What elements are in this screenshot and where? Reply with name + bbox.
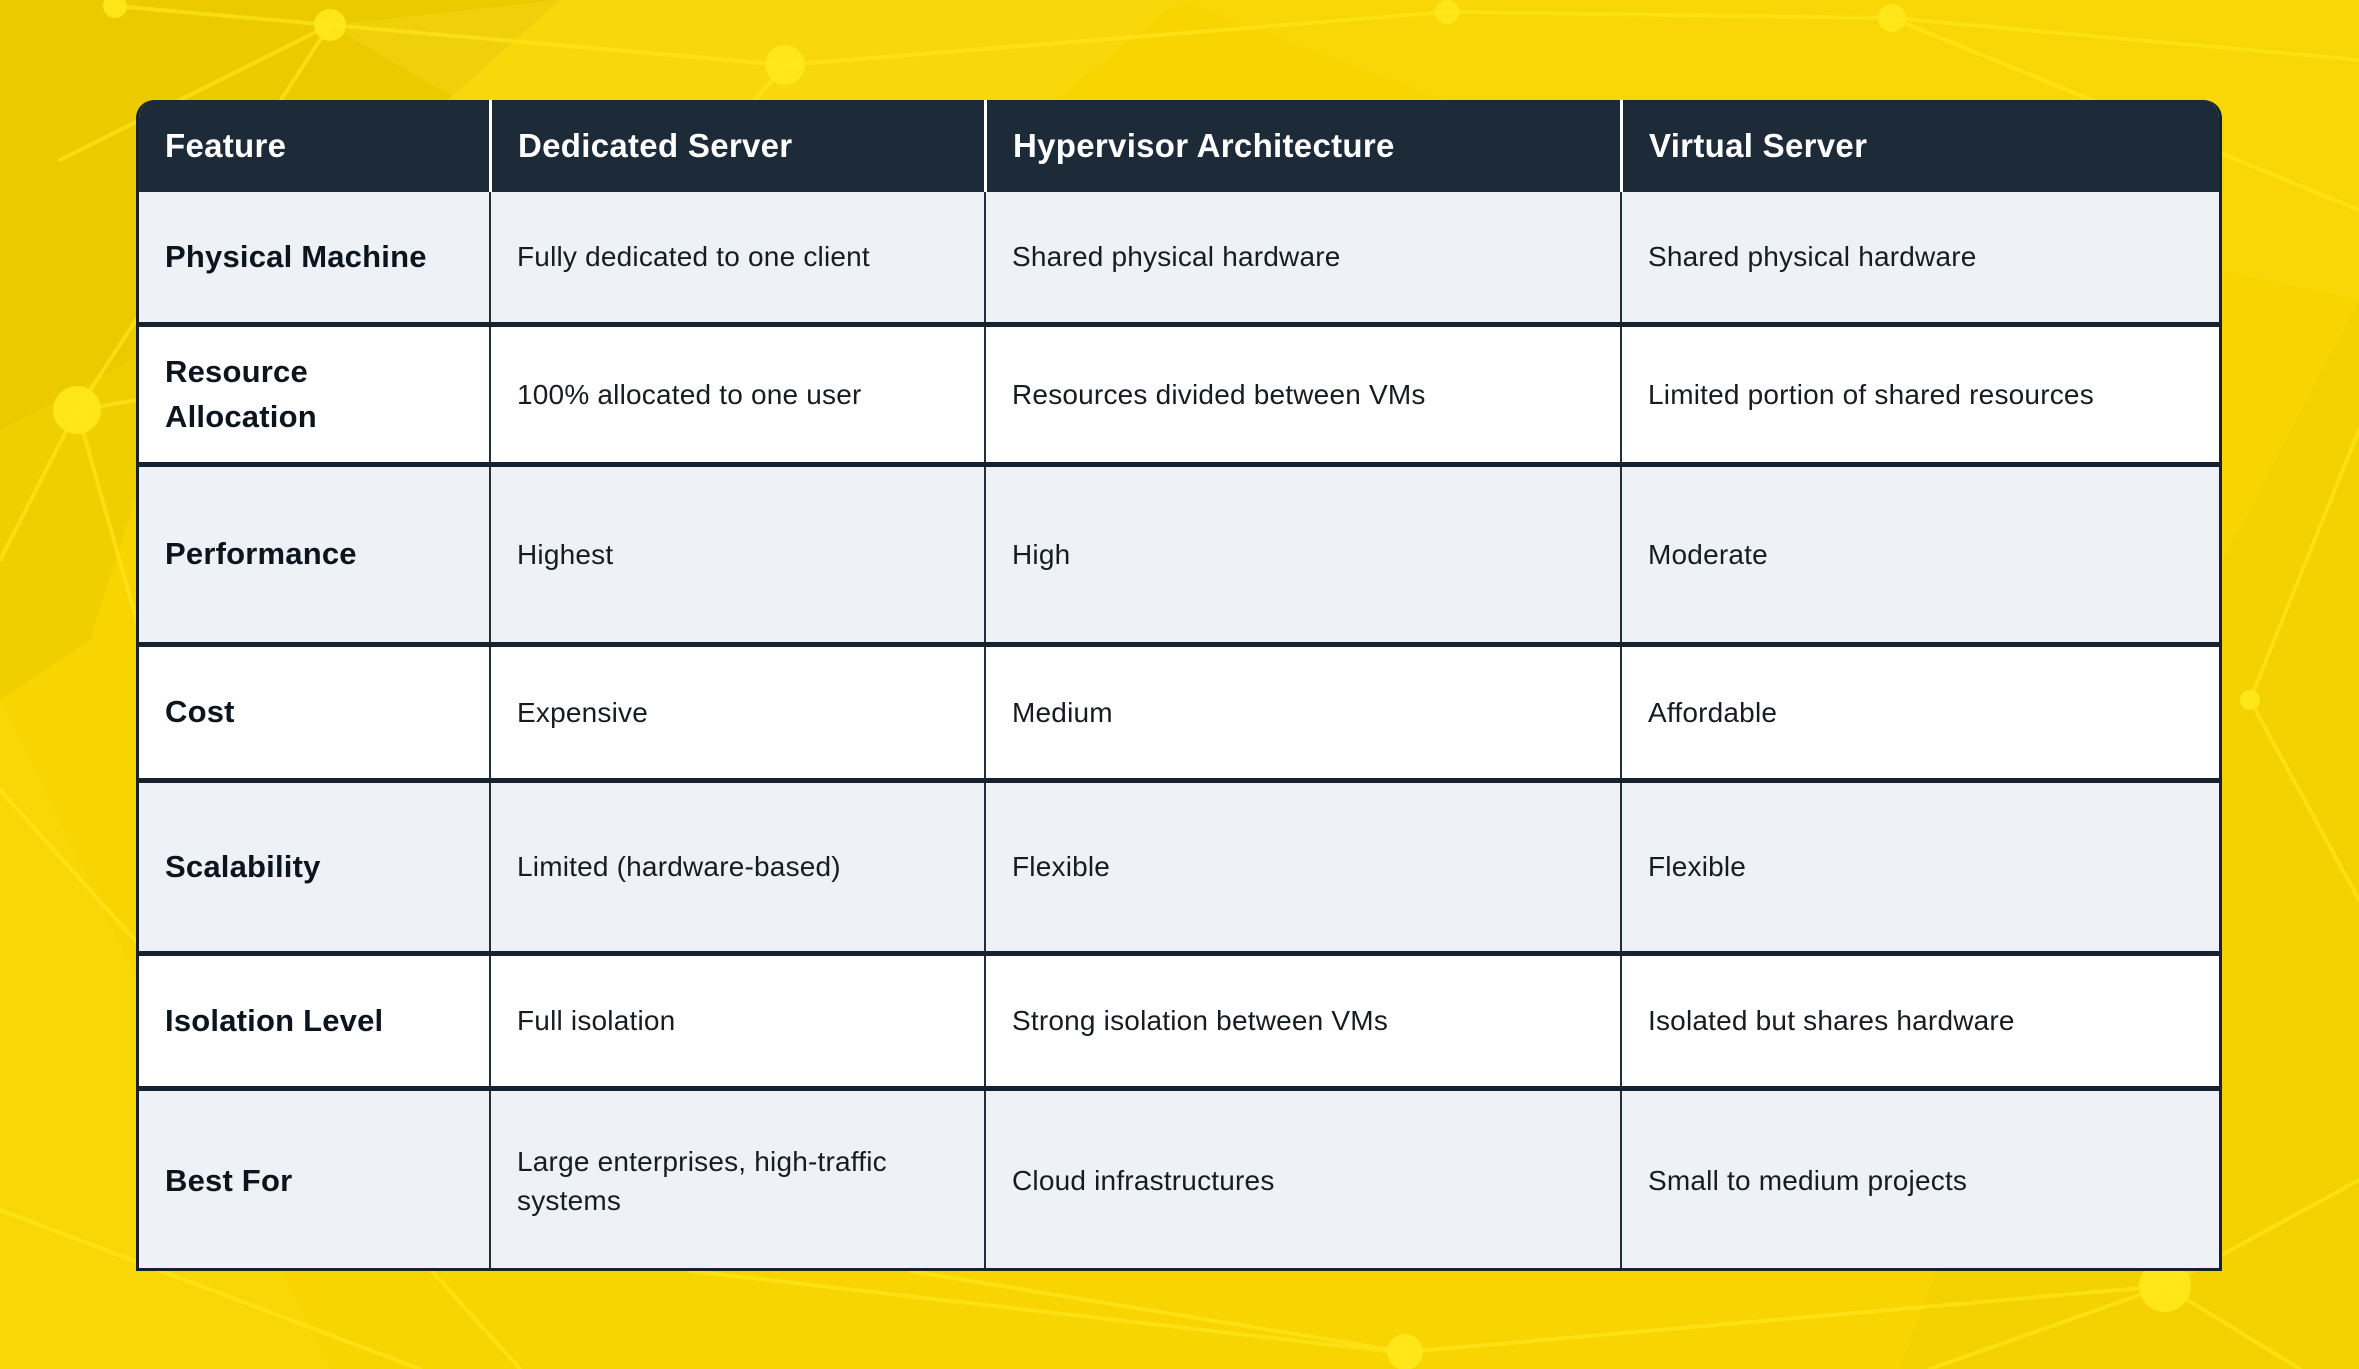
- column-header-feature: Feature: [139, 100, 489, 192]
- column-header-hypervisor: Hypervisor Architecture: [984, 100, 1620, 192]
- table-cell: Isolated but shares hardware: [1620, 956, 2219, 1086]
- table-cell: Shared physical hardware: [1620, 192, 2219, 322]
- table-row-scalability: Scalability Limited (hardware-based) Fle…: [139, 778, 2219, 951]
- table-row-best-for: Best For Large enterprises, high-traffic…: [139, 1086, 2219, 1268]
- table-row-isolation-level: Isolation Level Full isolation Strong is…: [139, 951, 2219, 1086]
- row-label: Cost: [165, 694, 235, 730]
- table-row-performance: Performance Highest High Moderate: [139, 462, 2219, 642]
- table-row-cost: Cost Expensive Medium Affordable: [139, 642, 2219, 778]
- table-cell: Large enterprises, high-traffic systems: [489, 1091, 984, 1268]
- table-row-physical-machine: Physical Machine Fully dedicated to one …: [139, 192, 2219, 322]
- table-cell: Small to medium projects: [1620, 1091, 2219, 1268]
- table-cell: Resources divided between VMs: [984, 327, 1620, 462]
- table-cell: Medium: [984, 647, 1620, 778]
- table-cell: Expensive: [489, 647, 984, 778]
- table-cell: Shared physical hardware: [984, 192, 1620, 322]
- table-header-row: Feature Dedicated Server Hypervisor Arch…: [139, 100, 2219, 192]
- table-cell: Moderate: [1620, 467, 2219, 642]
- table-cell: Cloud infrastructures: [984, 1091, 1620, 1268]
- row-label: Isolation Level: [165, 1002, 384, 1038]
- column-header-dedicated: Dedicated Server: [489, 100, 984, 192]
- table-cell: Highest: [489, 467, 984, 642]
- table-row-resource-allocation: Resource Allocation 100% allocated to on…: [139, 322, 2219, 462]
- table-cell: Limited (hardware-based): [489, 783, 984, 951]
- table-cell: Strong isolation between VMs: [984, 956, 1620, 1086]
- table-cell: High: [984, 467, 1620, 642]
- table-cell: 100% allocated to one user: [489, 327, 984, 462]
- table-cell: Full isolation: [489, 956, 984, 1086]
- table-cell: Fully dedicated to one client: [489, 192, 984, 322]
- row-label: Resource Allocation: [165, 353, 317, 434]
- table-cell: Flexible: [1620, 783, 2219, 951]
- row-label: Scalability: [165, 848, 321, 884]
- row-label: Performance: [165, 536, 357, 572]
- table-cell: Affordable: [1620, 647, 2219, 778]
- table-cell: Flexible: [984, 783, 1620, 951]
- row-label: Physical Machine: [165, 238, 427, 274]
- comparison-table: Feature Dedicated Server Hypervisor Arch…: [136, 100, 2222, 1271]
- column-header-virtual: Virtual Server: [1620, 100, 2219, 192]
- row-label: Best For: [165, 1162, 293, 1198]
- table-cell: Limited portion of shared resources: [1620, 327, 2219, 462]
